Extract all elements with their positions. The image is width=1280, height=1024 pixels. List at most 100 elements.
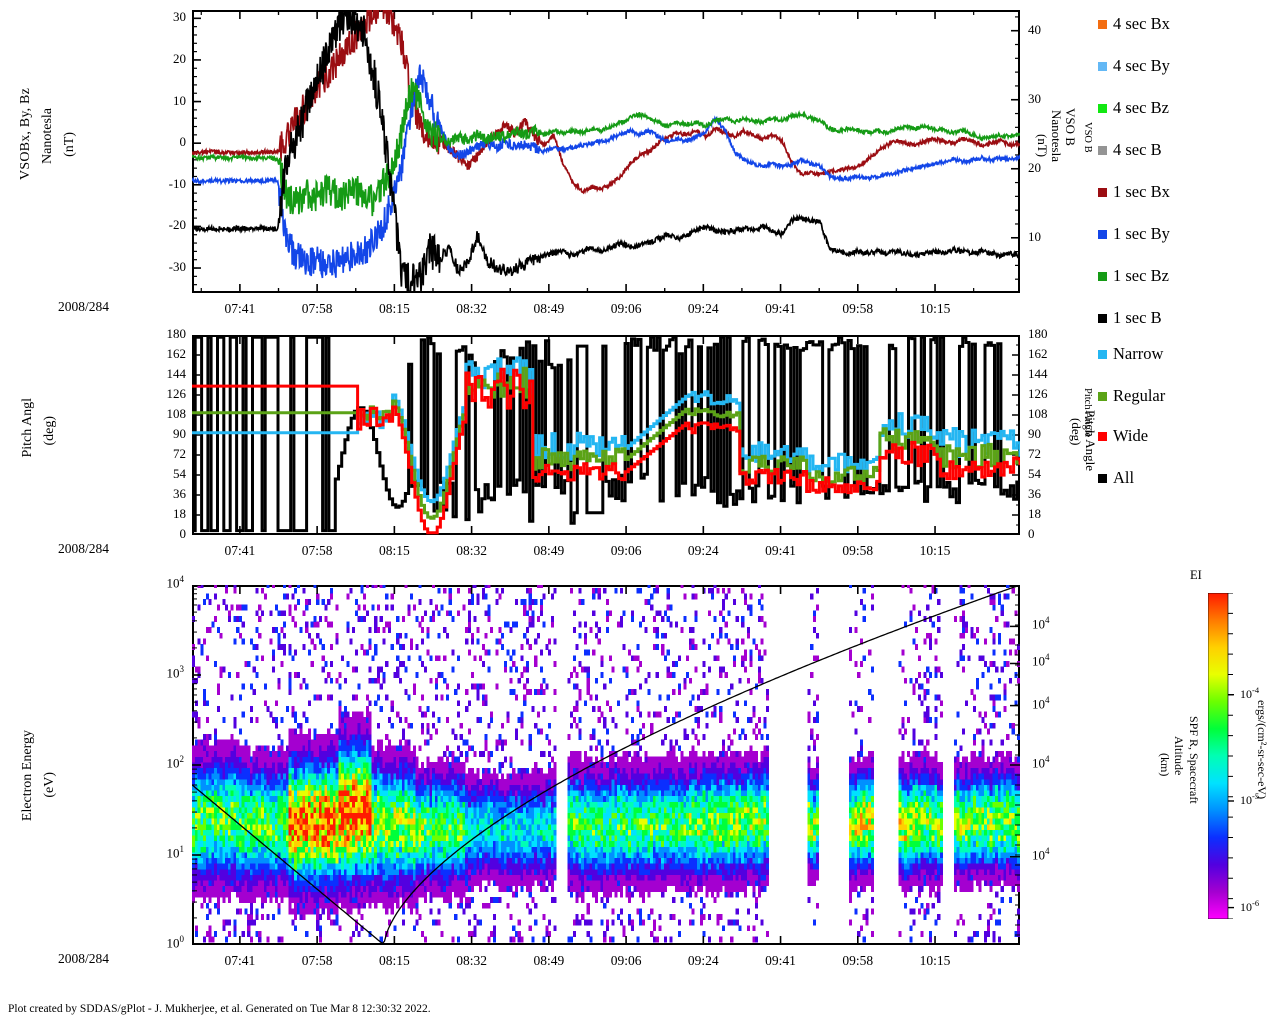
panel1-ylabel-right: VSO B — [1063, 108, 1078, 146]
legend-label: 1 sec Bz — [1113, 266, 1169, 285]
panel2-xtick: 09:06 — [610, 543, 642, 558]
legend-item-1-sec-b[interactable]: 1 sec B — [1098, 308, 1162, 327]
colorbar-units: ergs/(cm²-sr-sec-eV) — [1255, 700, 1269, 800]
legend-item-1-sec-bz[interactable]: 1 sec Bz — [1098, 266, 1169, 285]
panel1-xtick: 10:15 — [919, 301, 951, 316]
panel3-xtick: 10:15 — [919, 953, 951, 968]
panel2-ytick-left: 108 — [166, 406, 187, 421]
panel1-ytick-left: -20 — [168, 217, 186, 233]
panel3-ytick-right: 104 — [1032, 615, 1050, 632]
panel3-ylabel-left-unit: (eV) — [42, 772, 57, 798]
panel2-xtick: 08:15 — [378, 543, 410, 558]
panel2-ytick-right: 144 — [1028, 366, 1048, 381]
panel1-ylabel-left-units: Nanotesla — [40, 108, 55, 164]
panel2-xtick: 08:49 — [533, 543, 565, 558]
legend-item-4-sec-by[interactable]: 4 sec By — [1098, 56, 1170, 75]
panel1-xtick: 08:32 — [456, 301, 487, 316]
panel2-ylabel-right-unit: (deg) — [1069, 418, 1084, 446]
legend-swatch-icon — [1098, 349, 1107, 359]
panel1-ytick-left: -30 — [168, 259, 186, 275]
panel3-ytick-left: 102 — [166, 754, 185, 771]
panel2-ytick-right: 126 — [1028, 386, 1048, 401]
panel1-xtick: 08:49 — [533, 301, 565, 316]
panel2-date-label: 2008/284 — [58, 541, 110, 556]
legend-item-narrow[interactable]: Narrow — [1098, 344, 1164, 363]
legend-label: 4 sec Bx — [1113, 14, 1170, 33]
panel1-ytick-left: 30 — [173, 9, 186, 25]
panel2-ytick-left: 0 — [179, 526, 187, 541]
panel1-ylabel-left-line1: VSOBx, By, Bz — [18, 88, 33, 180]
panel2-ytick-left: 54 — [173, 466, 186, 481]
panel3-xtick: 09:58 — [842, 953, 874, 968]
panel1-ylabel-right-unit-paren: (nT) — [1035, 134, 1050, 158]
panel2-ytick-right: 36 — [1028, 486, 1041, 501]
panel2-ytick-right: 180 — [1028, 326, 1048, 341]
panel1-ytick-left: 0 — [179, 134, 187, 150]
panel2-xtick: 09:41 — [765, 543, 796, 558]
panel1-ylabel-left-unit-paren: (nT) — [62, 132, 77, 157]
legend-label: 4 sec By — [1113, 56, 1170, 75]
panel3-ylabel-left: Electron Energy — [20, 730, 35, 822]
panel3-ytick-right: 104 — [1032, 754, 1050, 771]
legend-swatch-icon — [1098, 431, 1107, 441]
legend-label: 1 sec Bx — [1113, 182, 1170, 201]
panel2-ytick-right: 54 — [1028, 466, 1041, 481]
panel3-xtick: 09:24 — [687, 953, 719, 968]
panel1-ytick-right: 30 — [1028, 90, 1041, 106]
panel3-ytick-right: 104 — [1032, 694, 1050, 711]
panel1-ytick-left: -10 — [168, 175, 186, 191]
legend-item-regular[interactable]: Regular — [1098, 386, 1166, 405]
legend-swatch-icon — [1098, 313, 1107, 323]
legend-label: 4 sec Bz — [1113, 98, 1169, 117]
panel3-ytick-left: 103 — [166, 664, 185, 681]
panel1-xtick: 09:06 — [610, 301, 642, 316]
legend-group-title-vso-b: VSO B — [1082, 122, 1093, 153]
legend-swatch-icon — [1098, 473, 1107, 483]
legend-label: Regular — [1113, 386, 1166, 405]
panel3-right-axis-altitude: Altitude — [1172, 736, 1186, 776]
colorbar-tick: 10-5 — [1240, 790, 1260, 807]
legend-item-all[interactable]: All — [1098, 469, 1134, 487]
panel3-ytick-left: 101 — [166, 844, 185, 861]
panel2-ytick-right: 18 — [1028, 506, 1041, 521]
panel2-ytick-right: 108 — [1028, 406, 1048, 421]
legend-swatch-icon — [1098, 187, 1107, 197]
legend-item-4-sec-bx[interactable]: 4 sec Bx — [1098, 14, 1170, 33]
panel1-xtick: 09:58 — [842, 301, 874, 316]
panel3-xtick: 08:49 — [533, 953, 565, 968]
legend-label: 4 sec B — [1113, 140, 1162, 159]
panel3-right-axis-unit: (km) — [1158, 753, 1172, 777]
legend-swatch-icon — [1098, 145, 1107, 155]
panel2-ytick-left: 144 — [166, 366, 187, 381]
legend-label: Narrow — [1113, 344, 1164, 363]
panel3-xtick: 09:41 — [765, 953, 796, 968]
colorbar-tick: 10-6 — [1240, 897, 1260, 914]
colorbar-title: EI — [1190, 568, 1202, 582]
panel2-ytick-right: 90 — [1028, 426, 1041, 441]
panel1-xtick: 07:58 — [301, 301, 333, 316]
panel2-ytick-left: 18 — [173, 506, 186, 521]
panel2-ytick-right: 162 — [1028, 346, 1048, 361]
panel2-ytick-left: 126 — [166, 386, 187, 401]
panel3-date-label: 2008/284 — [58, 951, 110, 966]
legend-item-1-sec-by[interactable]: 1 sec By — [1098, 225, 1170, 243]
legend-item-1-sec-bx[interactable]: 1 sec Bx — [1098, 182, 1170, 201]
panel2-ytick-right: 72 — [1028, 446, 1041, 461]
legend-group-title-pitch-angle: Pitch Angle — [1082, 388, 1093, 438]
pitch-angle-chart — [192, 335, 1020, 535]
legend-label: 1 sec B — [1113, 308, 1162, 327]
legend-item-4-sec-b[interactable]: 4 sec B — [1098, 140, 1162, 159]
legend-item-wide[interactable]: Wide — [1098, 427, 1148, 445]
panel3-xtick: 08:32 — [456, 953, 487, 968]
panel1-ytick-left: 10 — [173, 92, 186, 108]
panel1-ytick-left: 20 — [173, 50, 186, 66]
legend-swatch-icon — [1098, 19, 1107, 29]
figure-caption: Plot created by SDDAS/gPlot - J. Mukherj… — [8, 1003, 431, 1015]
panel1-xtick: 09:41 — [765, 301, 796, 316]
panel3-right-axis-label: SPF R, Spacecraft — [1187, 716, 1201, 804]
panel1-xtick: 08:15 — [378, 301, 410, 316]
magnetic-field-chart — [192, 10, 1020, 293]
legend-item-4-sec-bz[interactable]: 4 sec Bz — [1098, 98, 1169, 117]
panel2-xtick: 07:41 — [224, 543, 256, 558]
electron-spectrogram-chart — [192, 585, 1020, 945]
